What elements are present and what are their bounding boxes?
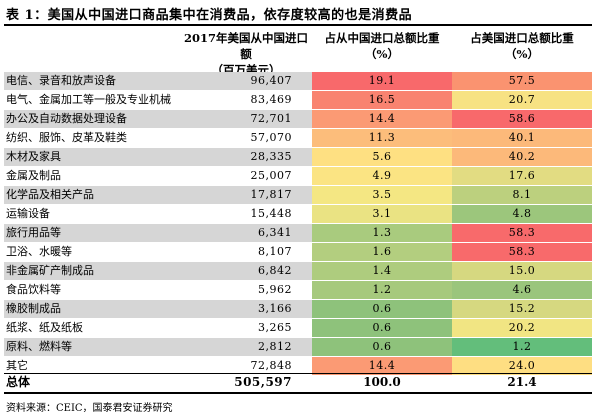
- row-name: 运输设备: [6, 207, 50, 220]
- row-imports: 6,842: [180, 262, 312, 280]
- row-share-us: 17.6: [452, 167, 592, 185]
- row-share-us: 40.2: [452, 148, 592, 166]
- row-name: 非金属矿产制成品: [4, 262, 180, 280]
- share-us-header-unit: （%）: [505, 47, 539, 61]
- row-name: 原料、燃料等: [4, 338, 180, 356]
- row-imports: 3,166: [180, 300, 312, 318]
- row-share-china: 0.6: [312, 300, 452, 318]
- row-share-china: 14.4: [312, 110, 452, 128]
- row-imports: 28,335: [180, 148, 312, 166]
- row-share-china: 11.3: [312, 129, 452, 147]
- row-share-china: 19.1: [312, 72, 452, 90]
- row-name: 纺织、服饰、皮革及鞋类: [6, 131, 127, 144]
- table-row: 电信、录音和放声设备 96,407 19.1 57.5: [4, 72, 592, 91]
- row-imports: 83,469: [250, 93, 292, 106]
- table-row: 食品饮料等 5,962 1.2 4.6: [4, 281, 592, 300]
- row-imports: 15,448: [250, 207, 292, 220]
- row-imports: 25,007: [250, 169, 292, 182]
- total-share-us: 21.4: [507, 375, 537, 389]
- table-row: 纸浆、纸及纸板 3,265 0.6 20.2: [4, 319, 592, 338]
- row-share-us: 20.7: [452, 91, 592, 109]
- row-imports: 17,817: [180, 186, 312, 204]
- row-share-us: 58.3: [452, 243, 592, 261]
- row-share-us: 58.3: [452, 224, 592, 242]
- table-row: 卫浴、水暖等 8,107 1.6 58.3: [4, 243, 592, 262]
- row-share-us: 20.2: [452, 319, 592, 337]
- row-share-china: 4.9: [312, 167, 452, 185]
- share-china-header-label: 占从中国进口总额比重: [324, 31, 440, 45]
- row-imports: 2,812: [180, 338, 312, 356]
- row-imports: 72,701: [180, 110, 312, 128]
- row-imports: 5,962: [258, 283, 292, 296]
- table-row: 非金属矿产制成品 6,842 1.4 15.0: [4, 262, 592, 281]
- total-share-china: 100.0: [363, 375, 401, 389]
- row-share-us: 4.8: [452, 205, 592, 223]
- row-name: 其它: [6, 359, 28, 372]
- row-share-us: 8.1: [452, 186, 592, 204]
- table-row: 旅行用品等 6,341 1.3 58.3: [4, 224, 592, 243]
- table-row: 橡胶制成品 3,166 0.6 15.2: [4, 300, 592, 319]
- row-name: 电信、录音和放声设备: [4, 72, 180, 90]
- row-name: 食品饮料等: [6, 283, 61, 296]
- row-share-china: 1.6: [312, 243, 452, 261]
- row-imports: 8,107: [258, 245, 292, 258]
- table-row: 其它 72,848 14.4 24.0: [4, 357, 592, 376]
- row-share-us: 15.0: [452, 262, 592, 280]
- row-imports: 57,070: [250, 131, 292, 144]
- row-share-china: 1.4: [312, 262, 452, 280]
- total-imports: 505,597: [234, 375, 292, 389]
- table-row: 原料、燃料等 2,812 0.6 1.2: [4, 338, 592, 357]
- table-header: 2017年美国从中国进口额 （百万美元） 占从中国进口总额比重 （%） 占美国进…: [4, 30, 592, 77]
- row-name: 化学品及相关产品: [4, 186, 180, 204]
- share-china-header-unit: （%）: [365, 47, 399, 61]
- table-row: 运输设备 15,448 3.1 4.8: [4, 205, 592, 224]
- row-share-china: 5.6: [312, 148, 452, 166]
- table-row: 化学品及相关产品 17,817 3.5 8.1: [4, 186, 592, 205]
- row-share-china: 0.6: [312, 338, 452, 356]
- row-name: 木材及家具: [4, 148, 180, 166]
- row-imports: 96,407: [180, 72, 312, 90]
- row-share-us: 58.6: [452, 110, 592, 128]
- share-us-header: 占美国进口总额比重 （%）: [452, 30, 592, 62]
- total-name: 总体: [6, 375, 31, 389]
- row-share-china: 3.5: [312, 186, 452, 204]
- table-row: 纺织、服饰、皮革及鞋类 57,070 11.3 40.1: [4, 129, 592, 148]
- row-share-china: 1.2: [312, 281, 452, 299]
- row-name: 金属及制品: [6, 169, 61, 182]
- row-share-us: 1.2: [452, 338, 592, 356]
- row-name: 旅行用品等: [4, 224, 180, 242]
- row-name: 卫浴、水暖等: [6, 245, 72, 258]
- row-name: 电气、金属加工等一般及专业机械: [6, 93, 171, 106]
- row-share-us: 40.1: [452, 129, 592, 147]
- source-note: 资料来源：CEIC，国泰君安证券研究: [6, 403, 173, 414]
- row-name: 橡胶制成品: [4, 300, 180, 318]
- row-share-us: 4.6: [452, 281, 592, 299]
- share-china-header: 占从中国进口总额比重 （%）: [312, 30, 452, 62]
- imports-header-label: 2017年美国从中国进口额: [183, 31, 308, 61]
- table-row: 金属及制品 25,007 4.9 17.6: [4, 167, 592, 186]
- table-body: 电信、录音和放声设备 96,407 19.1 57.5 电气、金属加工等一般及专业机械 8…: [4, 72, 592, 376]
- row-share-china: 3.1: [312, 205, 452, 223]
- row-imports: 3,265: [258, 321, 292, 334]
- share-us-header-label: 占美国进口总额比重: [470, 31, 574, 45]
- row-share-china: 0.6: [312, 319, 452, 337]
- row-imports: 6,341: [180, 224, 312, 242]
- row-name: 纸浆、纸及纸板: [6, 321, 83, 334]
- row-share-us: 15.2: [452, 300, 592, 318]
- row-share-china: 16.5: [312, 91, 452, 109]
- imports-header: 2017年美国从中国进口额 （百万美元）: [180, 30, 312, 78]
- table-row: 电气、金属加工等一般及专业机械 83,469 16.5 20.7: [4, 91, 592, 110]
- row-share-us: 57.5: [452, 72, 592, 90]
- table-row: 木材及家具 28,335 5.6 40.2: [4, 148, 592, 167]
- row-name: 办公及自动数据处理设备: [4, 110, 180, 128]
- total-row: 总体 505,597 100.0 21.4: [4, 373, 592, 394]
- row-imports: 72,848: [250, 359, 292, 372]
- top-rule: [4, 24, 592, 26]
- row-share-china: 14.4: [312, 357, 452, 375]
- table-row: 办公及自动数据处理设备 72,701 14.4 58.6: [4, 110, 592, 129]
- table-title: 表 1：美国从中国进口商品集中在消费品，依存度较高的也是消费品: [6, 8, 413, 23]
- row-share-china: 1.3: [312, 224, 452, 242]
- row-share-us: 24.0: [452, 357, 592, 375]
